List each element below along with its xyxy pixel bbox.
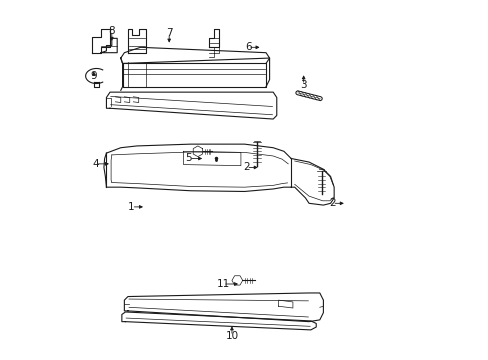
Text: 3: 3	[300, 80, 306, 90]
Text: 5: 5	[185, 153, 192, 163]
Text: 9: 9	[90, 71, 97, 81]
Text: 6: 6	[244, 42, 251, 52]
Text: 1: 1	[128, 202, 135, 212]
Text: 4: 4	[92, 159, 99, 169]
Text: 11: 11	[216, 279, 229, 289]
Text: 8: 8	[108, 26, 115, 36]
Text: 7: 7	[165, 28, 172, 38]
Text: 2: 2	[328, 198, 335, 208]
Text: 2: 2	[243, 162, 249, 172]
Text: 10: 10	[225, 331, 238, 341]
